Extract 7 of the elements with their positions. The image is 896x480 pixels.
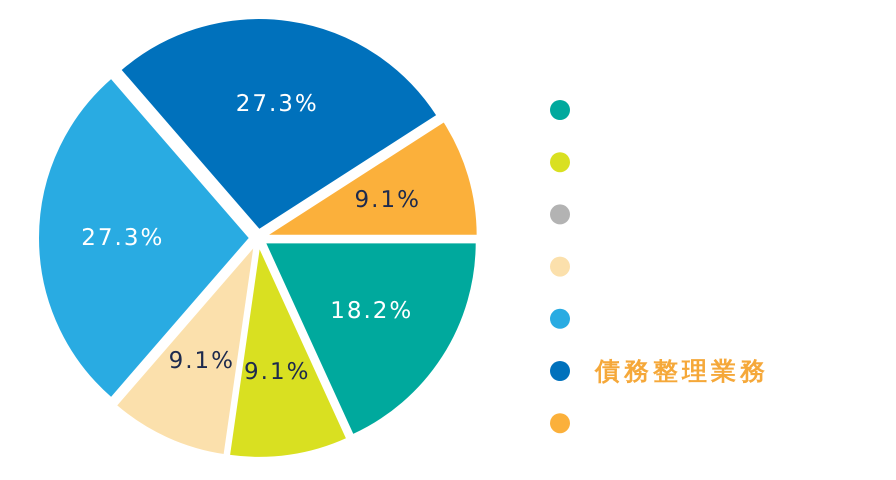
data-label: 27.3%	[236, 91, 319, 118]
data-label: 9.1%	[244, 358, 310, 385]
data-label: 9.1%	[354, 186, 421, 213]
data-label: 27.3%	[81, 225, 164, 251]
data-label: 9.1%	[168, 348, 236, 374]
data-label: 18.2%	[330, 298, 414, 324]
legend-label: 債務整理業務	[594, 356, 769, 386]
